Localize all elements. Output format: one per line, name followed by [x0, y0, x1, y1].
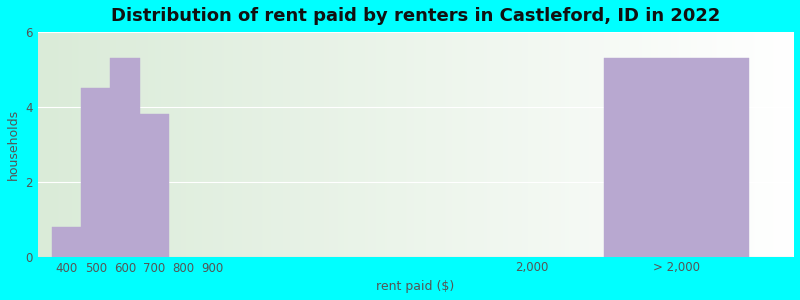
X-axis label: rent paid ($): rent paid ($) — [376, 280, 454, 293]
Y-axis label: households: households — [7, 109, 20, 180]
Bar — [82, 88, 110, 256]
Bar — [110, 58, 139, 256]
Bar — [52, 227, 82, 256]
Bar — [604, 58, 750, 256]
Title: Distribution of rent paid by renters in Castleford, ID in 2022: Distribution of rent paid by renters in … — [110, 7, 720, 25]
Bar — [139, 114, 169, 256]
